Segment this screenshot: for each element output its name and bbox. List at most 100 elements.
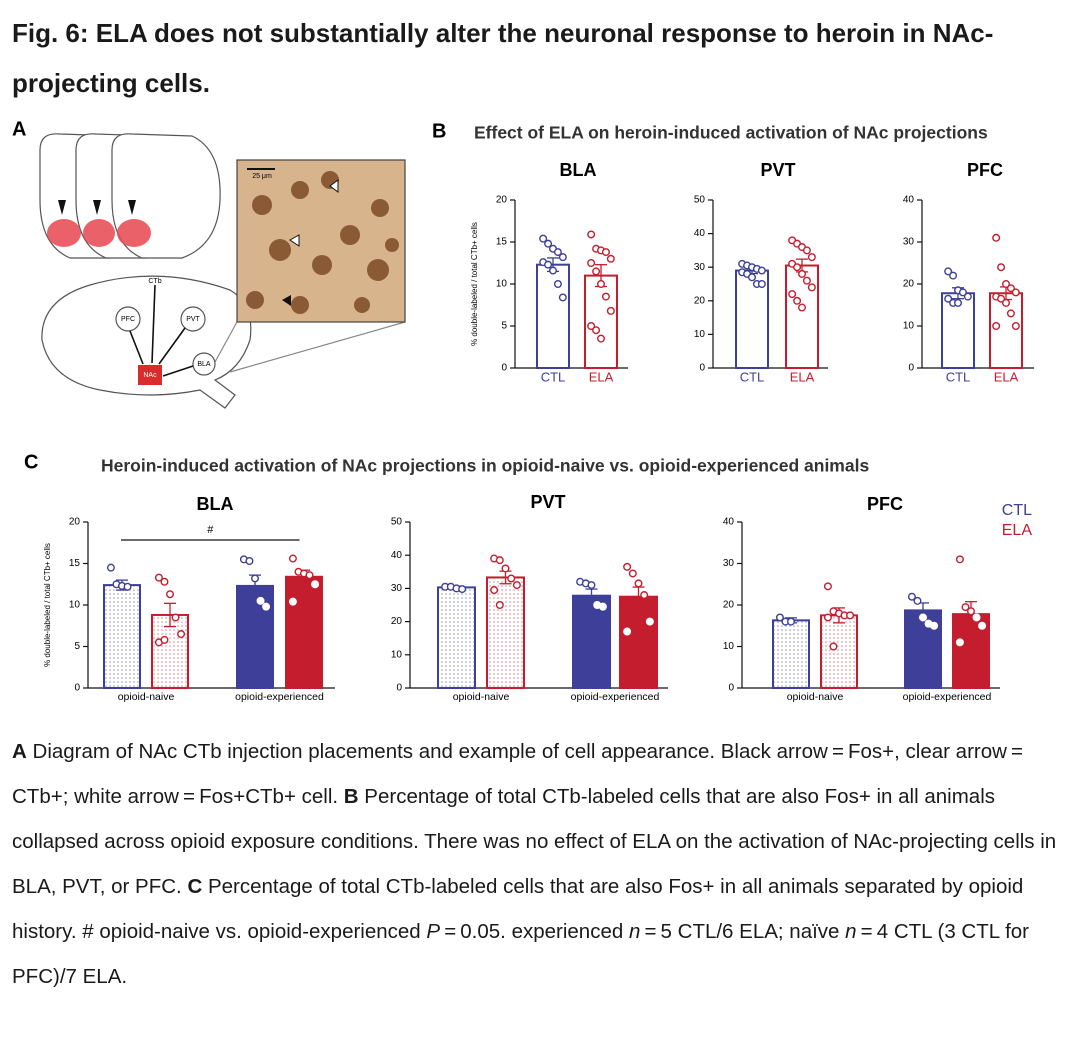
data-point [311,580,320,589]
annotation: # [207,524,214,536]
data-point [634,579,643,588]
data-point [919,613,928,622]
x-tick-label: ELA [994,369,1019,384]
caption-italic: n [628,920,641,943]
data-point [606,254,615,263]
data-point [1002,298,1011,307]
y-tick-label: 10 [496,279,508,290]
data-point [967,607,976,616]
bar [584,274,618,370]
data-point [787,617,796,626]
data-point [495,601,504,610]
bar [103,584,141,690]
caption-text: Diagram of NAc CTb injection placements … [12,740,1028,808]
data-point [788,290,797,299]
data-point [587,259,596,268]
x-tick-label: opioid-naive [453,691,510,703]
caption-bold: A [12,740,27,763]
chart-title: PVT [760,160,795,180]
data-point [160,635,169,644]
panel-label: A [12,118,26,140]
panel-title: Effect of ELA on heroin-induced activati… [474,123,988,143]
data-point [944,294,953,303]
y-tick-label: 0 [74,683,80,694]
chart-title: PFC [867,494,903,514]
data-point [829,642,838,651]
bar [820,614,858,689]
bar [772,619,810,689]
data-point [992,233,1001,242]
x-tick-label: opioid-naive [118,691,175,703]
y-tick-label: 10 [69,600,81,611]
data-point [288,597,297,606]
figure: A CTb PFC PVT BLA NAc 25 μm B Effect of … [12,118,1034,703]
y-tick-label: 5 [501,321,507,332]
chart-title: PFC [967,160,1003,180]
data-point [907,592,916,601]
data-point [807,253,816,262]
chart-title: BLA [560,160,597,180]
data-point [539,234,548,243]
bar [785,264,819,369]
data-point [495,556,504,565]
y-tick-label: 20 [903,279,915,290]
x-tick-label: ELA [589,369,614,384]
data-point [992,322,1001,331]
data-point [558,293,567,302]
data-point [997,294,1006,303]
data-point [1006,309,1015,318]
caption-bold: C [187,875,203,898]
data-point [598,602,607,611]
data-point [955,555,964,564]
data-point [1002,280,1011,289]
y-tick-label: 0 [908,363,914,374]
data-point [807,283,816,292]
y-tick-label: 20 [391,616,403,627]
data-point [501,564,510,573]
y-tick-label: 0 [501,363,507,374]
bar [989,292,1023,369]
caption: A Diagram of NAc CTb injection placement… [12,729,1074,999]
caption-text: = 4 CTL (3 CTL for PFC)/7 ELA. [12,920,1029,988]
data-point [802,246,811,255]
diagram-label: CTb [148,278,161,285]
data-point [123,582,132,591]
caption-italic: n [845,920,857,943]
data-point [606,306,615,315]
data-point [793,296,802,305]
y-tick-label: 30 [694,262,706,273]
y-tick-label: 50 [391,517,403,528]
y-tick-label: 30 [903,237,915,248]
y-tick-label: 10 [391,649,403,660]
data-point [587,322,596,331]
data-point [587,581,596,590]
data-point [958,288,967,297]
data-point [177,630,186,639]
y-tick-label: 20 [69,517,81,528]
legend-label: ELA [1002,522,1033,539]
panel-a-artwork [39,133,406,409]
data-point [262,602,271,611]
bar [437,586,476,689]
data-point [1011,322,1020,331]
y-tick-label: 15 [496,237,508,248]
data-point [171,613,180,622]
data-point [592,267,601,276]
data-point [507,574,516,583]
panel-label: C [24,451,38,473]
x-tick-label: CTL [541,369,566,384]
bar [285,575,323,690]
bar [151,613,189,690]
bar [536,263,570,369]
data-point [458,585,467,594]
caption-text: = 5 CTL/6 ELA; naïve [640,920,846,943]
y-tick-label: 30 [391,583,403,594]
x-tick-label: CTL [946,369,971,384]
data-point [748,273,757,282]
data-point [961,603,970,612]
diagram-label: NAc [143,372,157,379]
x-tick-label: opioid-experienced [571,691,660,703]
bar [236,584,274,689]
y-tick-label: 50 [694,195,706,206]
